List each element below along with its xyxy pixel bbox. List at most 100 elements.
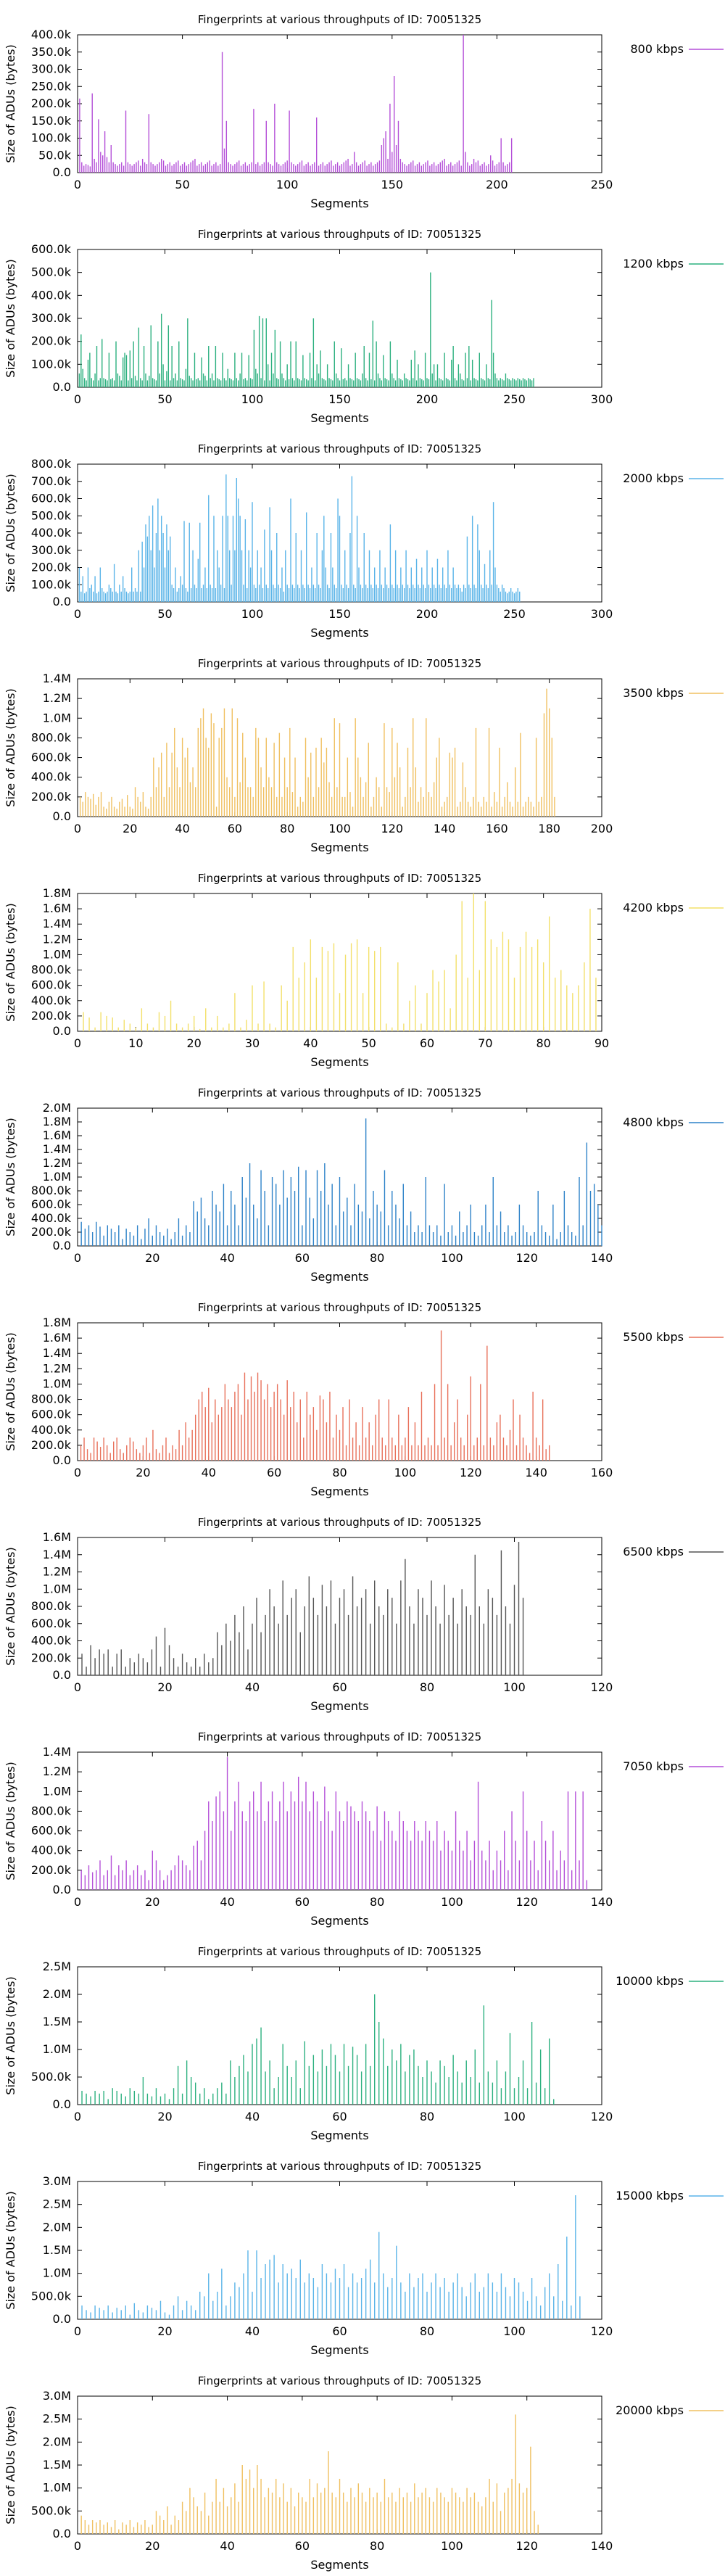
legend-label: 10000 kbps bbox=[616, 1974, 684, 1988]
bars bbox=[78, 272, 534, 387]
y-tick-label: 400.0k bbox=[31, 1634, 72, 1648]
y-tick-label: 1.5M bbox=[43, 2015, 71, 2028]
y-tick-label: 400.0k bbox=[31, 1211, 72, 1225]
y-tick-label: 200.0k bbox=[31, 790, 72, 804]
y-tick-label: 600.0k bbox=[31, 492, 72, 505]
x-tick-label: 100 bbox=[503, 2324, 526, 2338]
x-tick-label: 40 bbox=[202, 1466, 216, 1479]
x-tick-label: 150 bbox=[328, 607, 351, 621]
x-tick-label: 100 bbox=[241, 392, 264, 406]
chart-6: Fingerprints at various throughputs of I… bbox=[4, 1301, 724, 1498]
x-axis-label: Segments bbox=[310, 841, 368, 854]
bars bbox=[78, 474, 521, 602]
legend-label: 4200 kbps bbox=[623, 901, 684, 915]
chart-2: Fingerprints at various throughputs of I… bbox=[4, 442, 724, 640]
x-tick-label: 40 bbox=[220, 1251, 234, 1265]
y-axis-label: Size of ADUs (bytes) bbox=[4, 259, 17, 377]
y-tick-label: 200.0k bbox=[31, 1438, 72, 1452]
x-tick-label: 40 bbox=[245, 1680, 260, 1694]
y-tick-label: 500.0k bbox=[31, 508, 72, 522]
y-tick-label: 1.2M bbox=[43, 1156, 71, 1170]
y-axis-label: Size of ADUs (bytes) bbox=[4, 1976, 17, 2094]
y-tick-label: 1.8M bbox=[43, 1115, 71, 1128]
y-tick-label: 100.0k bbox=[31, 357, 72, 371]
bars bbox=[80, 2414, 539, 2534]
y-tick-label: 1.0M bbox=[43, 2042, 71, 2056]
y-tick-label: 600.0k bbox=[31, 1197, 72, 1211]
x-tick-label: 100 bbox=[503, 2110, 526, 2123]
chart-title: Fingerprints at various throughputs of I… bbox=[198, 442, 481, 455]
x-tick-label: 0 bbox=[74, 1466, 81, 1479]
y-tick-label: 150.0k bbox=[31, 114, 72, 128]
y-tick-label: 200.0k bbox=[31, 1225, 72, 1239]
y-axis-label: Size of ADUs (bytes) bbox=[4, 44, 17, 162]
x-tick-label: 90 bbox=[594, 1036, 609, 1050]
y-tick-label: 250.0k bbox=[31, 79, 72, 93]
x-tick-label: 100 bbox=[241, 607, 264, 621]
chart-title: Fingerprints at various throughputs of I… bbox=[198, 1945, 481, 1958]
y-axis-label: Size of ADUs (bytes) bbox=[4, 2191, 17, 2309]
x-tick-label: 140 bbox=[591, 2539, 613, 2553]
x-tick-label: 50 bbox=[157, 607, 172, 621]
y-tick-label: 0.0 bbox=[53, 595, 71, 608]
y-tick-label: 1.8M bbox=[43, 886, 71, 900]
y-tick-label: 0.0 bbox=[53, 2527, 71, 2540]
x-tick-label: 250 bbox=[503, 607, 526, 621]
y-tick-label: 800.0k bbox=[31, 457, 72, 471]
y-tick-label: 1.0M bbox=[43, 1582, 71, 1595]
x-tick-label: 40 bbox=[245, 2324, 260, 2338]
y-tick-label: 1.4M bbox=[43, 1346, 71, 1360]
y-tick-label: 500.0k bbox=[31, 2503, 72, 2517]
x-tick-label: 50 bbox=[157, 392, 172, 406]
x-tick-label: 250 bbox=[503, 392, 526, 406]
x-tick-label: 0 bbox=[74, 2324, 81, 2338]
x-tick-label: 20 bbox=[157, 1680, 172, 1694]
y-tick-label: 1.0M bbox=[43, 1170, 71, 1184]
x-tick-label: 20 bbox=[145, 2539, 160, 2553]
y-tick-label: 1.8M bbox=[43, 1316, 71, 1329]
chart-3: Fingerprints at various throughputs of I… bbox=[4, 657, 724, 854]
x-tick-label: 60 bbox=[228, 822, 242, 835]
y-tick-label: 100.0k bbox=[31, 577, 72, 591]
chart-title: Fingerprints at various throughputs of I… bbox=[198, 2374, 481, 2387]
x-tick-label: 100 bbox=[328, 822, 351, 835]
x-tick-label: 0 bbox=[74, 822, 81, 835]
x-tick-label: 120 bbox=[515, 2539, 538, 2553]
x-tick-label: 40 bbox=[245, 2110, 260, 2123]
y-tick-label: 800.0k bbox=[31, 1392, 72, 1406]
x-tick-label: 120 bbox=[460, 1466, 482, 1479]
x-tick-label: 120 bbox=[515, 1251, 538, 1265]
y-tick-label: 200.0k bbox=[31, 1863, 72, 1877]
chart-title: Fingerprints at various throughputs of I… bbox=[198, 872, 481, 885]
x-tick-label: 0 bbox=[74, 1251, 81, 1265]
y-tick-label: 500.0k bbox=[31, 2070, 72, 2084]
y-tick-label: 400.0k bbox=[31, 28, 72, 41]
x-tick-label: 140 bbox=[591, 1895, 613, 1909]
x-tick-label: 50 bbox=[175, 178, 189, 191]
legend-label: 800 kbps bbox=[630, 42, 684, 56]
x-tick-label: 120 bbox=[515, 1895, 538, 1909]
chart-9: Fingerprints at various throughputs of I… bbox=[4, 1945, 724, 2142]
x-tick-label: 40 bbox=[303, 1036, 318, 1050]
y-tick-label: 2.5M bbox=[43, 1960, 71, 1973]
y-tick-label: 1.5M bbox=[43, 2243, 71, 2257]
y-tick-label: 0.0 bbox=[53, 2312, 71, 2326]
y-tick-label: 300.0k bbox=[31, 543, 72, 557]
x-axis-label: Segments bbox=[310, 1485, 368, 1498]
y-tick-label: 1.4M bbox=[43, 1745, 71, 1759]
x-tick-label: 100 bbox=[441, 1895, 463, 1909]
y-tick-label: 600.0k bbox=[31, 242, 72, 256]
y-tick-label: 3.0M bbox=[43, 2389, 71, 2403]
x-tick-label: 0 bbox=[74, 2110, 81, 2123]
x-tick-label: 160 bbox=[486, 822, 508, 835]
chart-title: Fingerprints at various throughputs of I… bbox=[198, 1730, 481, 1743]
x-tick-label: 160 bbox=[591, 1466, 613, 1479]
y-tick-label: 400.0k bbox=[31, 994, 72, 1007]
y-tick-label: 200.0k bbox=[31, 1009, 72, 1023]
x-axis-label: Segments bbox=[310, 411, 368, 425]
y-tick-label: 100.0k bbox=[31, 131, 72, 145]
bars bbox=[79, 688, 555, 817]
y-tick-label: 1.2M bbox=[43, 932, 71, 946]
x-tick-label: 40 bbox=[175, 822, 189, 835]
x-tick-label: 60 bbox=[267, 1466, 281, 1479]
